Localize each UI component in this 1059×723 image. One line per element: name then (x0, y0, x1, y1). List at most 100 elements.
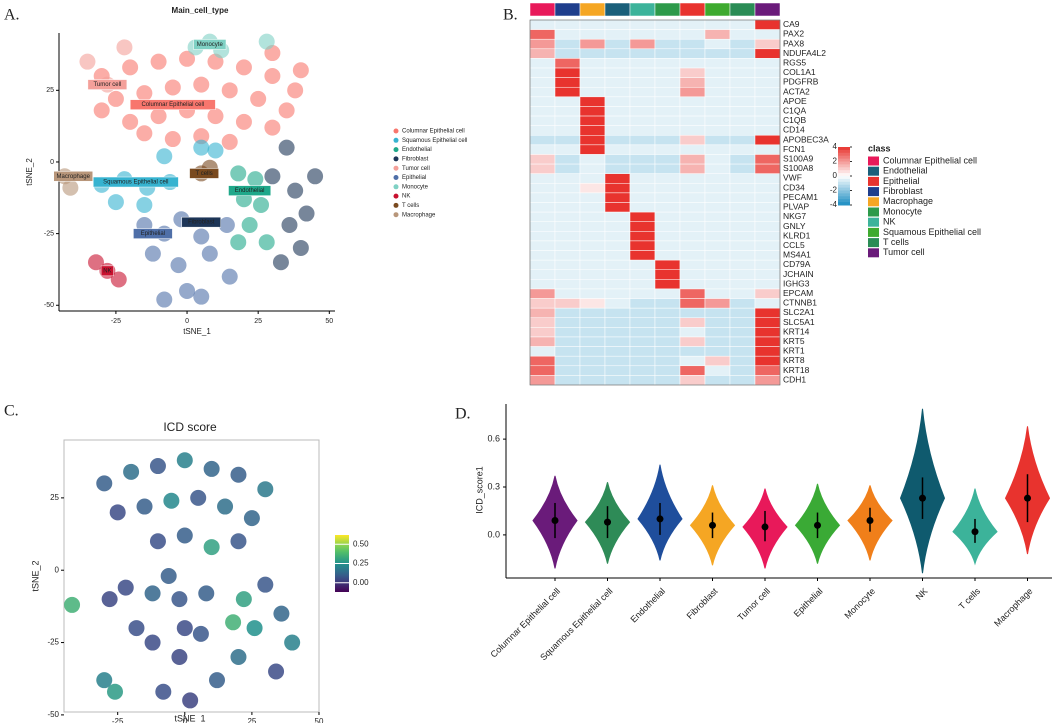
point (298, 205, 315, 222)
heatmap-cell (679, 154, 706, 165)
colorbar-segment (838, 155, 850, 160)
heatmap-cell (754, 279, 781, 290)
point (278, 102, 295, 119)
heatmap-cell (754, 298, 781, 309)
colorbar-segment (838, 152, 850, 157)
point (218, 217, 235, 234)
heatmap-cell (654, 336, 681, 347)
cluster-label: Monocyte (197, 42, 224, 48)
heatmap-cell (679, 58, 706, 69)
heatmap-cell (579, 125, 606, 136)
colorbar-segment (838, 184, 850, 189)
heatmap-cell (654, 58, 681, 69)
heatmap-cell (554, 250, 581, 261)
point (171, 649, 188, 666)
heatmap-cell (604, 125, 631, 136)
row-label: APOE (783, 96, 807, 106)
row-label: MS4A1 (783, 250, 811, 260)
heatmap-cell (529, 38, 556, 50)
legend-label: Macrophage (883, 196, 933, 206)
heatmap-cell (529, 317, 556, 328)
heatmap-cell (679, 336, 706, 347)
heatmap-cell (529, 231, 556, 242)
heatmap-cell (629, 346, 656, 357)
point (221, 133, 238, 150)
heatmap-cell (704, 86, 731, 98)
heatmap-cell (529, 19, 556, 30)
x-axis-title: tSNE_1 (174, 713, 205, 723)
row-label: NKG7 (783, 211, 806, 221)
row-label: CA9 (783, 19, 800, 29)
heatmap-cell (729, 231, 756, 242)
point (273, 605, 290, 622)
heatmap-cell (604, 19, 631, 30)
heatmap-cell (529, 250, 556, 261)
heatmap-cell (554, 211, 581, 222)
cluster-label-box (181, 216, 222, 228)
cluster-label-box (53, 171, 93, 182)
legend-swatch (868, 238, 879, 248)
cluster-label: NK (103, 268, 111, 274)
point (117, 579, 134, 596)
cluster-label-box (129, 99, 216, 110)
colorbar-segment (838, 181, 850, 186)
colorbar-segment (838, 193, 850, 197)
heatmap-cell (629, 58, 656, 69)
heatmap-cell (604, 192, 631, 203)
heatmap-cell (654, 355, 681, 367)
row-label: ACTA2 (783, 86, 810, 96)
heatmap-cell (704, 125, 731, 136)
heatmap-cell (679, 365, 706, 376)
legend-label: Epithelial (883, 176, 920, 186)
column-class-bar (754, 2, 781, 17)
heatmap-cell (704, 154, 731, 165)
point (87, 254, 104, 271)
heatmap-cell (704, 96, 731, 107)
heatmap-cell (654, 48, 681, 59)
legend-swatch (393, 137, 399, 143)
y-tick-label: 25 (46, 87, 54, 94)
legend-swatch (868, 166, 879, 176)
heatmap-cell (654, 365, 681, 376)
heatmap-cell (579, 240, 606, 251)
heatmap-cell (754, 288, 781, 299)
heatmap-cell (579, 163, 606, 174)
median-point (919, 494, 926, 502)
column-class-bar (679, 2, 706, 17)
heatmap-cell (604, 240, 631, 251)
panel-label: A. (4, 7, 20, 24)
heatmap-cell (604, 67, 631, 78)
point (230, 649, 247, 666)
legend-label: NK (883, 217, 896, 227)
heatmap-cell (529, 106, 556, 117)
point (287, 182, 304, 199)
heatmap-cell (654, 202, 681, 213)
point (116, 39, 133, 56)
heatmap-cell (529, 183, 556, 194)
heatmap-cell (554, 269, 581, 280)
heatmap-cell (704, 240, 731, 251)
row-label: C1QB (783, 115, 806, 125)
heatmap-cell (754, 48, 781, 59)
heatmap-cell (704, 336, 731, 347)
legend-swatch (393, 156, 399, 162)
heatmap-cell (729, 202, 756, 213)
heatmap-cell (529, 192, 556, 203)
heatmap-cell (679, 279, 706, 290)
cluster-label: Macrophage (57, 174, 91, 180)
row-label: FCN1 (783, 144, 805, 154)
heatmap-cell (729, 29, 756, 40)
point (264, 168, 281, 185)
point (258, 33, 275, 50)
heatmap-cell (629, 173, 656, 184)
point (110, 271, 127, 288)
heatmap-cell (754, 29, 781, 40)
x-tick-label: Monocyte (842, 586, 877, 621)
heatmap-cell (579, 346, 606, 357)
heatmap-cell (679, 96, 706, 107)
heatmap-cell (679, 173, 706, 184)
point (246, 620, 263, 637)
x-tick-label: -25 (112, 717, 124, 723)
heatmap-cell (629, 231, 656, 242)
heatmap-cell (554, 183, 581, 194)
